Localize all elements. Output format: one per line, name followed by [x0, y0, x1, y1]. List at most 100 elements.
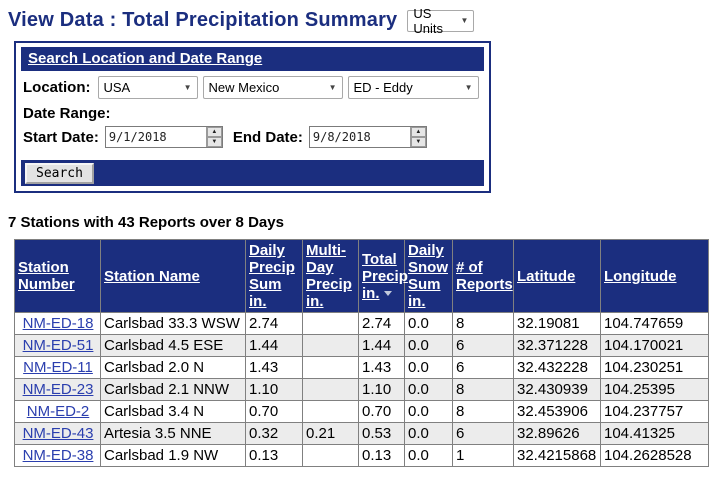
table-cell: NM-ED-23 [14, 378, 101, 401]
table-row: NM-ED-23 Carlsbad 2.1 NNW 1.10 1.10 0.0 8 32.4… [14, 378, 709, 401]
country-select-value: USA [103, 80, 131, 95]
end-date-input[interactable] [309, 127, 410, 147]
table-cell: Carlsbad 33.3 WSW [100, 312, 246, 335]
search-button[interactable]: Search [25, 162, 94, 184]
column-header-station-number[interactable]: Station Number [14, 239, 101, 313]
search-panel: Search Location and Date Range Location:… [14, 41, 491, 193]
table-cell [302, 444, 359, 467]
search-panel-footer: Search [21, 160, 484, 186]
column-header-total-precip-in[interactable]: Total Precip in. [358, 239, 408, 313]
station-link[interactable]: NM-ED-38 [22, 447, 94, 464]
column-header-daily-precip-sum-in[interactable]: Daily Precip Sum in. [245, 239, 303, 313]
table-header-row: Station Number Station Name Daily Precip S… [14, 239, 709, 313]
table-cell: 0.0 [404, 312, 453, 335]
table-row: NM-ED-2 Carlsbad 3.4 N 0.70 0.70 0.0 8 32.4539… [14, 400, 709, 423]
table-cell: 0.0 [404, 378, 453, 401]
column-sort-link[interactable]: Station Name [104, 267, 200, 285]
table-cell: 2.74 [358, 312, 405, 335]
table-cell: NM-ED-2 [14, 400, 101, 423]
column-sort-link[interactable]: Station Number [18, 259, 75, 293]
table-cell: Carlsbad 2.1 NNW [100, 378, 246, 401]
table-cell: 104.41325 [600, 422, 709, 445]
station-link[interactable]: NM-ED-43 [22, 425, 94, 442]
column-sort-link[interactable]: Total Precip in. [362, 250, 408, 302]
table-cell: 1.43 [245, 356, 303, 379]
start-date-field: ▲ ▼ [104, 126, 223, 148]
spin-up-icon[interactable]: ▲ [410, 127, 426, 137]
table-cell: 0.13 [358, 444, 405, 467]
column-sort-link[interactable]: Daily Snow Sum in. [408, 242, 448, 310]
table-cell: 104.230251 [600, 356, 709, 379]
end-date-label: End Date: [232, 128, 303, 146]
table-cell: 104.2628528 [600, 444, 709, 467]
date-range-row: Date Range: [23, 105, 482, 122]
start-date-label: Start Date: [23, 128, 99, 146]
country-select[interactable]: USA ▼ [97, 76, 198, 99]
table-cell: 1.44 [358, 334, 405, 357]
table-row: NM-ED-18 Carlsbad 33.3 WSW 2.74 2.74 0.0 8 32.… [14, 312, 709, 335]
page-title: View Data : Total Precipitation Summary [8, 9, 398, 31]
table-cell: NM-ED-18 [14, 312, 101, 335]
station-link[interactable]: NM-ED-51 [22, 337, 94, 354]
table-row: NM-ED-43 Artesia 3.5 NNE 0.32 0.21 0.53 0.0 6 3… [14, 422, 709, 445]
table-cell: 1.10 [358, 378, 405, 401]
column-header-daily-snow-sum-in[interactable]: Daily Snow Sum in. [404, 239, 453, 313]
table-cell: 1.43 [358, 356, 405, 379]
table-cell: 104.25395 [600, 378, 709, 401]
chevron-down-icon: ▼ [328, 83, 337, 92]
table-cell [302, 400, 359, 423]
table-cell [302, 378, 359, 401]
column-sort-link[interactable]: Daily Precip Sum in. [249, 242, 295, 310]
units-select[interactable]: US Units ▼ [407, 6, 475, 36]
chevron-down-icon: ▼ [183, 83, 192, 92]
start-date-spinner: ▲ ▼ [205, 127, 222, 147]
column-header-of-reports[interactable]: # of Reports [452, 239, 514, 313]
search-panel-header-link[interactable]: Search Location and Date Range [28, 50, 263, 67]
station-link[interactable]: NM-ED-18 [22, 315, 94, 332]
county-select[interactable]: ED - Eddy ▼ [347, 76, 479, 99]
results-summary: 7 Stations with 43 Reports over 8 Days [8, 214, 284, 231]
table-cell: NM-ED-38 [14, 444, 101, 467]
column-sort-link[interactable]: Longitude [604, 267, 677, 285]
table-cell: 0.32 [245, 422, 303, 445]
table-cell: 0.70 [358, 400, 405, 423]
table-cell: Carlsbad 3.4 N [100, 400, 246, 423]
column-header-longitude[interactable]: Longitude [600, 239, 709, 313]
location-row: Location: USA ▼ New Mexico ▼ ED - Eddy ▼ [23, 76, 482, 99]
table-row: NM-ED-51 Carlsbad 4.5 ESE 1.44 1.44 0.0 6 32.3… [14, 334, 709, 357]
table-cell: 1.10 [245, 378, 303, 401]
table-cell: 0.0 [404, 422, 453, 445]
table-cell: 32.453906 [513, 400, 601, 423]
column-sort-link[interactable]: Multi-Day Precip in. [306, 242, 352, 310]
chevron-down-icon: ▼ [460, 16, 469, 25]
table-cell: 1 [452, 444, 514, 467]
start-date-input[interactable] [105, 127, 206, 147]
state-select[interactable]: New Mexico ▼ [202, 76, 343, 99]
station-link[interactable]: NM-ED-2 [26, 403, 90, 420]
spin-down-icon[interactable]: ▼ [206, 137, 222, 147]
column-header-latitude[interactable]: Latitude [513, 239, 601, 313]
table-cell: 2.74 [245, 312, 303, 335]
column-header-multi-day-precip-in[interactable]: Multi-Day Precip in. [302, 239, 359, 313]
page-header: View Data : Total Precipitation Summary … [8, 6, 722, 36]
table-cell: 8 [452, 312, 514, 335]
table-cell: 104.237757 [600, 400, 709, 423]
table-cell: 8 [452, 378, 514, 401]
table-cell: NM-ED-43 [14, 422, 101, 445]
table-cell: 1.44 [245, 334, 303, 357]
table-cell: 0.0 [404, 400, 453, 423]
column-sort-link[interactable]: Latitude [517, 267, 576, 285]
station-link[interactable]: NM-ED-11 [23, 359, 93, 376]
table-cell: 8 [452, 400, 514, 423]
spin-down-icon[interactable]: ▼ [410, 137, 426, 147]
table-cell: 0.13 [245, 444, 303, 467]
column-sort-link[interactable]: # of Reports [456, 259, 513, 293]
table-cell: 0.0 [404, 356, 453, 379]
station-link[interactable]: NM-ED-23 [22, 381, 94, 398]
table-cell: 6 [452, 334, 514, 357]
column-header-station-name[interactable]: Station Name [100, 239, 246, 313]
table-cell: Artesia 3.5 NNE [100, 422, 246, 445]
table-cell: NM-ED-51 [14, 334, 101, 357]
table-cell: 0.21 [302, 422, 359, 445]
spin-up-icon[interactable]: ▲ [206, 127, 222, 137]
